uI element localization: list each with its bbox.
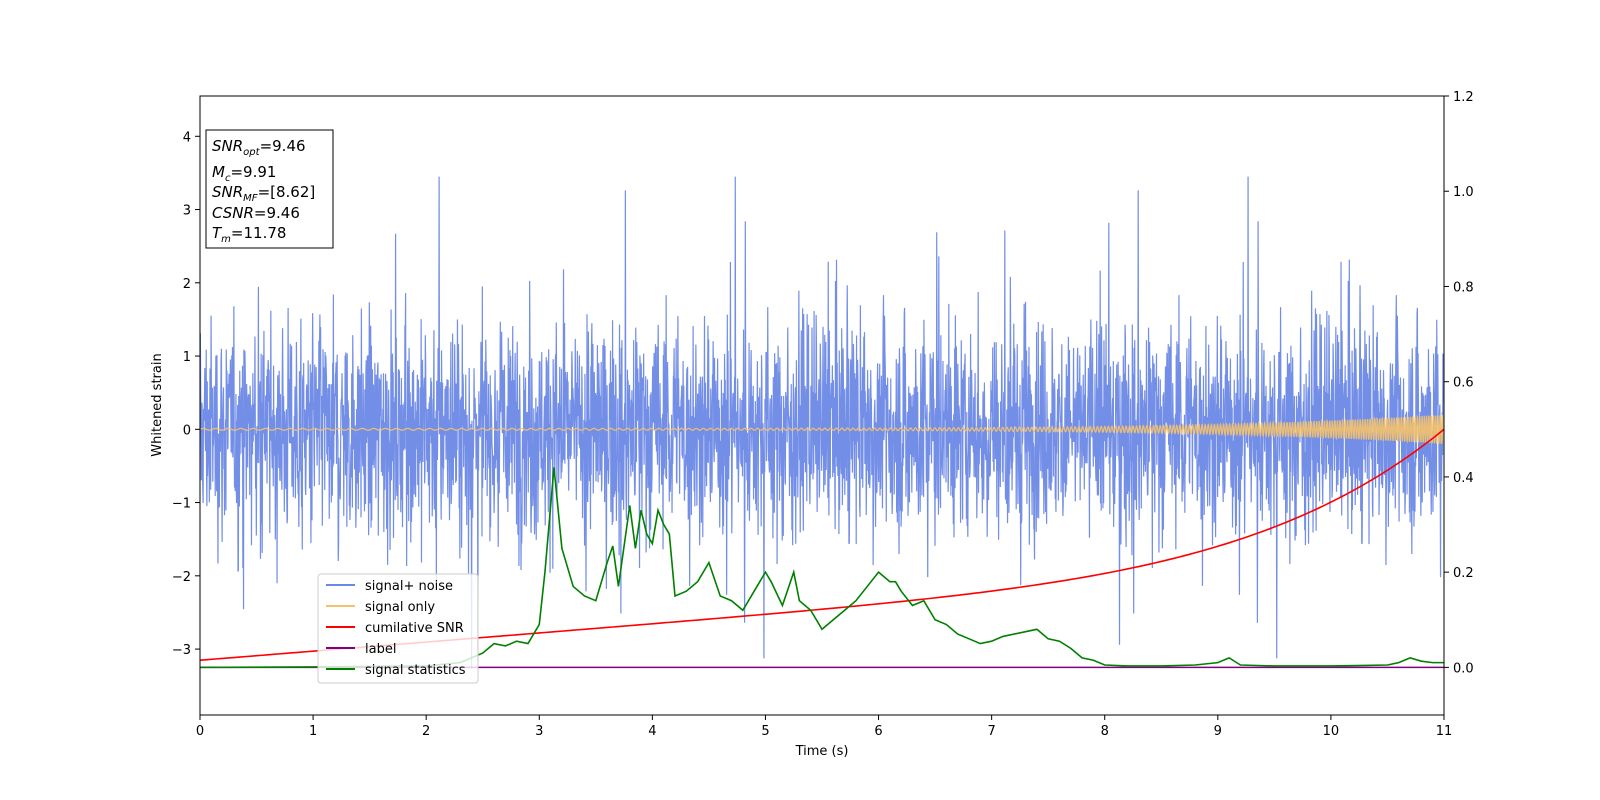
info-tm: Tm=11.78 [212, 224, 286, 245]
y-left-tick-label: 1 [183, 350, 191, 365]
info-box-frame [205, 129, 334, 249]
x-tick-label: 7 [987, 724, 995, 739]
y-right-tick-label: 0.8 [1453, 280, 1474, 295]
x-tick-label: 1 [309, 724, 317, 739]
series-signal-statistics [200, 467, 1444, 669]
y-left-tick-label: −3 [172, 643, 191, 658]
x-tick-label: 3 [535, 724, 543, 739]
y-right-tick-label: 0.6 [1453, 376, 1474, 391]
legend-label-signal-only: signal only [365, 600, 435, 615]
y-left-tick-label: 3 [183, 204, 191, 219]
x-tick-label: 5 [761, 724, 769, 739]
x-tick-label: 0 [196, 724, 204, 739]
info-mc-base: M [212, 163, 225, 181]
y-left-tick-label: 0 [183, 423, 191, 438]
x-tick-label: 6 [874, 724, 882, 739]
info-mc-value: =9.91 [230, 163, 276, 181]
info-mc: Mc=9.91 [212, 163, 276, 184]
y-left-tick-label: −2 [172, 570, 191, 585]
plot-frame [199, 95, 1445, 716]
legend-label-cumulative-snr: cumilative SNR [365, 621, 464, 636]
y-left-tick-label: 4 [183, 130, 191, 145]
y-left-tick-label: −1 [172, 497, 191, 512]
info-tm-sub: m [221, 234, 231, 245]
info-snr-mf-sub: MF [243, 193, 258, 204]
x-axis-title: Time (s) [795, 744, 849, 759]
info-snr-opt-base: SNR [212, 137, 243, 155]
info-snr-mf-value: =[8.62] [258, 183, 316, 201]
info-csnr-value: =9.46 [254, 204, 300, 222]
info-snr-mf: SNRMF=[8.62] [212, 183, 315, 204]
x-tick-label: 8 [1101, 724, 1109, 739]
info-snr-opt-sub: opt [243, 147, 260, 158]
series-signal-noise [200, 176, 1444, 669]
series-signal-only [200, 414, 1444, 445]
legend-frame [317, 573, 479, 684]
legend: signal+ noise signal only cumilative SNR… [317, 573, 479, 684]
y-left-tick-label: 2 [183, 277, 191, 292]
y-right-tick-label: 1.2 [1453, 90, 1474, 105]
x-tick-label: 10 [1323, 724, 1340, 739]
y-right-tick-label: 0.4 [1453, 471, 1474, 486]
x-tick-label: 4 [648, 724, 656, 739]
info-tm-value: =11.78 [231, 224, 287, 242]
info-mc-sub: c [225, 173, 231, 184]
x-tick-label: 9 [1214, 724, 1222, 739]
info-csnr-base: CSNR [212, 204, 254, 222]
x-tick-label: 2 [422, 724, 430, 739]
x-tick-label: 11 [1436, 724, 1453, 739]
y-axis-title: Whitened strain [150, 353, 165, 456]
axes: 0 1 2 3 4 5 6 7 8 9 10 11 −3 −2 −1 0 1 2 3 4 0.0 0.2 0.4 0.6 0.8… [172, 90, 1474, 739]
legend-label-label: label [365, 642, 396, 657]
legend-label-signal-statistics: signal statistics [365, 663, 466, 678]
info-tm-base: T [212, 224, 223, 242]
y-right-tick-label: 0.2 [1453, 566, 1474, 581]
info-snr-mf-base: SNR [212, 183, 243, 201]
y-right-tick-label: 0.0 [1453, 661, 1474, 676]
info-box: SNRopt=9.46 Mc=9.91 SNRMF=[8.62] CSNR=9.… [205, 129, 334, 249]
y-right-tick-label: 1.0 [1453, 185, 1474, 200]
legend-label-signal-noise: signal+ noise [365, 579, 453, 594]
info-csnr: CSNR=9.46 [212, 204, 300, 222]
info-snr-opt: SNRopt=9.46 [212, 137, 306, 158]
info-snr-opt-value: =9.46 [260, 137, 306, 155]
